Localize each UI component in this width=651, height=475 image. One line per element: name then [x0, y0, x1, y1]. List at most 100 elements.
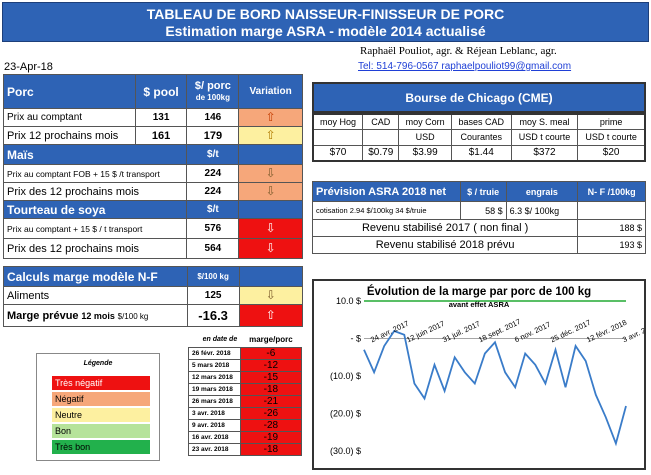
history-table: en date de marge/porc 26 févr. 2018 -6 5 m… [188, 333, 303, 456]
soya-12m-variation: ⇩ [238, 238, 303, 259]
revenu-2018-label: Revenu stabilisé 2018 prévu [311, 236, 579, 254]
asra-engrais-header: engrais [505, 181, 579, 202]
y-tick-label: (20.0) $ [330, 409, 361, 419]
arrow-down-icon: ⇩ [265, 288, 276, 302]
history-value: -21 [239, 394, 303, 408]
cme-value: $70 [312, 144, 364, 162]
x-tick-label: 25 déc. 2017 [549, 318, 592, 344]
history-date: 23 avr. 2018 [188, 442, 241, 456]
arrow-down-icon: ⇩ [265, 241, 276, 255]
history-row: 23 avr. 2018 -18 [188, 442, 303, 456]
dashboard-title: TABLEAU DE BORD NAISSEUR-FINISSEUR DE PO… [146, 6, 505, 22]
y-tick-label: (30.0) $ [330, 446, 361, 456]
table-row: Prix au comptant FOB + 15 $ /t transport… [2, 164, 303, 183]
cme-header: Bourse de Chicago (CME) [312, 82, 646, 115]
history-value: -19 [239, 430, 303, 444]
legend-item: Très négatif [52, 376, 150, 390]
mais-12m-variation: ⇩ [238, 182, 303, 201]
marge-prevue-label: Marge prévue 12 mois $/100 kg [3, 304, 188, 327]
arrow-up-icon: ⇧ [265, 110, 276, 124]
table-row: Prix des 12 prochains mois 224 ⇩ [2, 182, 303, 201]
legend-item: Négatif [52, 392, 150, 406]
cme-col-header: bases CAD [450, 112, 512, 130]
cme-table: Bourse de Chicago (CME) moy Hog CAD moy Co… [312, 82, 646, 162]
mais-spot-variation: ⇩ [238, 164, 303, 183]
arrow-down-icon: ⇩ [265, 221, 276, 235]
porc-spot-pool: 131 [134, 108, 188, 127]
table-row: Revenu stabilisé 2018 prévu 193 $ [311, 236, 646, 254]
cme-value: $20 [577, 144, 646, 162]
history-date-header: en date de [202, 336, 238, 344]
porc-col-header: $/ porc de 100kg [186, 74, 240, 109]
arrow-down-icon: ⇩ [265, 184, 276, 198]
history-value: -26 [239, 406, 303, 420]
header-filler [238, 266, 304, 287]
table-row: Aliments 125 ⇩ [3, 286, 304, 305]
y-tick-label: 10.0 $ [336, 296, 361, 306]
cme-col-header: CAD [362, 112, 400, 130]
history-date: 19 mars 2018 [188, 382, 241, 396]
chart-annotation: avant effet ASRA [449, 300, 510, 309]
history-value: -6 [239, 346, 303, 360]
aliments-variation: ⇩ [238, 286, 304, 305]
history-date: 16 avr. 2018 [188, 430, 241, 444]
porc-12m-label: Prix 12 prochains mois [3, 126, 136, 145]
history-date: 26 mars 2018 [188, 394, 241, 408]
soya-spot-label: Prix au comptant + 15 $ / t transport [2, 218, 188, 239]
soya-spot-variation: ⇩ [238, 218, 303, 239]
arrow-up-icon: ⇧ [265, 308, 276, 322]
cme-unit: USD t courte [577, 128, 646, 146]
table-row: Prix des 12 prochains mois 564 ⇩ [2, 238, 303, 259]
history-value: -12 [239, 358, 303, 372]
cme-unit: Courantes [450, 128, 512, 146]
asra-header: Prévision ASRA 2018 net [312, 181, 461, 202]
prices-table: Porc $ pool $/ porc de 100kg Variation Pr… [2, 74, 303, 259]
history-row: 16 avr. 2018 -19 [188, 430, 303, 444]
legend-item: Bon [52, 424, 150, 438]
marge-prevue-variation: ⇧ [238, 304, 304, 327]
arrow-down-icon: ⇩ [265, 166, 276, 180]
legend: Légende Très négatif Négatif Neutre Bon Très… [36, 353, 160, 461]
header-filler [238, 200, 303, 219]
marge-header: Calculs marge modèle N-F [3, 266, 188, 287]
cme-value: $0.79 [362, 144, 400, 162]
porc-spot-label: Prix au comptant [3, 108, 136, 127]
y-tick-label: - $ [350, 334, 361, 344]
dashboard-subtitle: Estimation marge ASRA - modèle 2014 actu… [165, 23, 486, 39]
history-value: -28 [239, 418, 303, 432]
porc-spot-variation: ⇧ [238, 108, 303, 127]
pool-col-header: $ pool [134, 74, 188, 109]
mais-header: Maïs [2, 144, 188, 165]
history-row: 19 mars 2018 -18 [188, 382, 303, 396]
soya-12m-label: Prix des 12 prochains mois [2, 238, 188, 259]
porc-12m-value: 179 [186, 126, 240, 145]
dashboard-banner: TABLEAU DE BORD NAISSEUR-FINISSEUR DE PO… [2, 2, 649, 42]
porc-12m-pool: 161 [134, 126, 188, 145]
cme-unit [362, 128, 400, 146]
authors: Raphaël Pouliot, agr. & Réjean Leblanc, … [360, 45, 557, 57]
header-filler [238, 144, 303, 165]
history-value: -15 [239, 370, 303, 384]
marge-prevue-value: -16.3 [186, 304, 240, 327]
arrow-up-icon: ⇧ [265, 128, 276, 142]
margin-chart: Évolution de la marge par porc de 100 kg… [312, 279, 651, 470]
contact-link[interactable]: Tel: 514-796-0567 raphaelpouliot99@gmail… [358, 61, 572, 72]
mais-12m-label: Prix des 12 prochains mois [2, 182, 188, 201]
revenu-2017-label: Revenu stabilisé 2017 ( non final ) [311, 219, 579, 237]
table-row: cotisation 2.94 $/100kg 34 $/truie 58 $ … [312, 201, 646, 220]
history-date: 12 mars 2018 [188, 370, 241, 384]
series-line [363, 329, 627, 447]
x-tick-label: 12 juin 2017 [405, 319, 446, 344]
history-value: -18 [239, 382, 303, 396]
table-row: Revenu stabilisé 2017 ( non final ) 188 … [311, 219, 646, 237]
cme-col-header: prime [577, 112, 646, 130]
history-row: 26 févr. 2018 -6 [188, 346, 303, 360]
marge-table: Calculs marge modèle N-F $/100 kg Alimen… [3, 266, 304, 327]
asra-nf-header: N- F /100kg [577, 181, 646, 202]
cme-unit: USD t courte [510, 128, 579, 146]
history-row: 26 mars 2018 -21 [188, 394, 303, 408]
porc-spot-value: 146 [186, 108, 240, 127]
history-value: -18 [239, 442, 303, 456]
report-date: 23-Apr-18 [4, 61, 53, 73]
y-tick-label: (10.0) $ [330, 371, 361, 381]
